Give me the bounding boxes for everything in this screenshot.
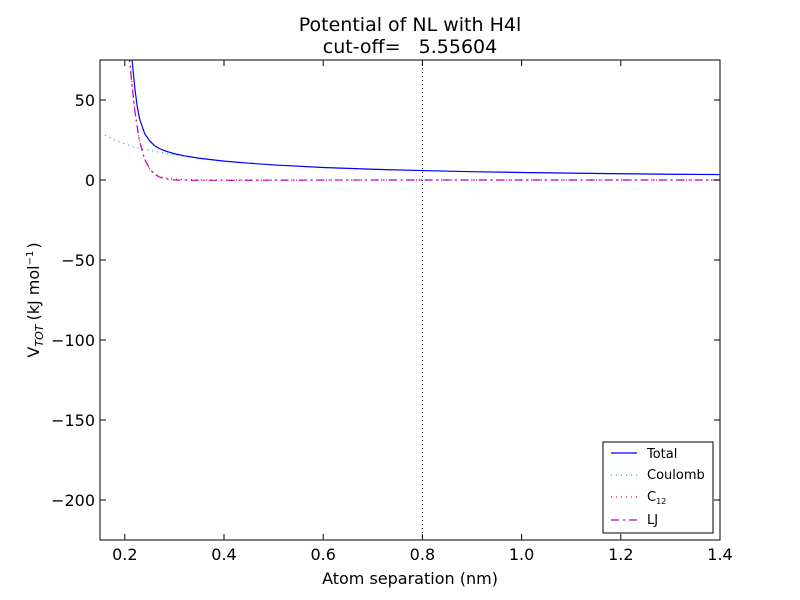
x-tick-label: 1.0 <box>509 545 534 564</box>
legend-label-coulomb: Coulomb <box>647 468 705 483</box>
y-axis-label-exponent: −1 <box>25 251 36 266</box>
y-axis-label-close: ) <box>24 242 43 248</box>
legend-label-lj: LJ <box>647 513 658 528</box>
legend-label-c12: C12 <box>647 490 666 506</box>
x-tick-label: 1.2 <box>608 545 633 564</box>
legend-box <box>602 441 714 534</box>
legend: Total Coulomb C12 LJ <box>602 441 714 534</box>
series-line-lj <box>129 60 720 181</box>
y-axis-label-symbol: V <box>24 347 43 358</box>
legend-label-c12-base: C <box>647 490 656 505</box>
chart-title: Potential of NL with H4l <box>299 14 521 36</box>
y-axis-label-subscript: TOT <box>33 323 46 346</box>
plot-frame <box>99 59 721 541</box>
x-tick-label: 0.8 <box>410 545 435 564</box>
y-tick-label: −100 <box>51 331 95 350</box>
chart-subtitle: cut-off= 5.55604 <box>323 36 497 58</box>
legend-label-c12-subscript: 12 <box>656 497 666 506</box>
series-line-total <box>131 60 720 176</box>
y-axis-label-units: (kJ mol <box>24 265 43 320</box>
x-tick-label: 0.4 <box>211 545 236 564</box>
x-tick-label: 0.2 <box>112 545 137 564</box>
legend-label-total: Total <box>646 447 677 462</box>
y-axis-label: VTOT (kJ mol−1) <box>24 242 46 357</box>
x-tick-label: 0.6 <box>310 545 335 564</box>
y-tick-label: 50 <box>75 91 95 110</box>
tick-layer: 0.2 0.4 0.6 0.8 1.0 1.2 1.4 50 0 −50 −100 −150 −200 <box>51 60 733 564</box>
y-tick-label: 0 <box>85 171 95 190</box>
y-tick-label: −150 <box>51 411 95 430</box>
series-layer <box>104 60 720 181</box>
y-tick-label: −50 <box>61 251 95 270</box>
x-axis-label: Atom separation (nm) <box>322 569 498 588</box>
series-line-c12 <box>129 60 720 181</box>
y-tick-label: −200 <box>51 491 95 510</box>
x-tick-label: 1.4 <box>707 545 732 564</box>
